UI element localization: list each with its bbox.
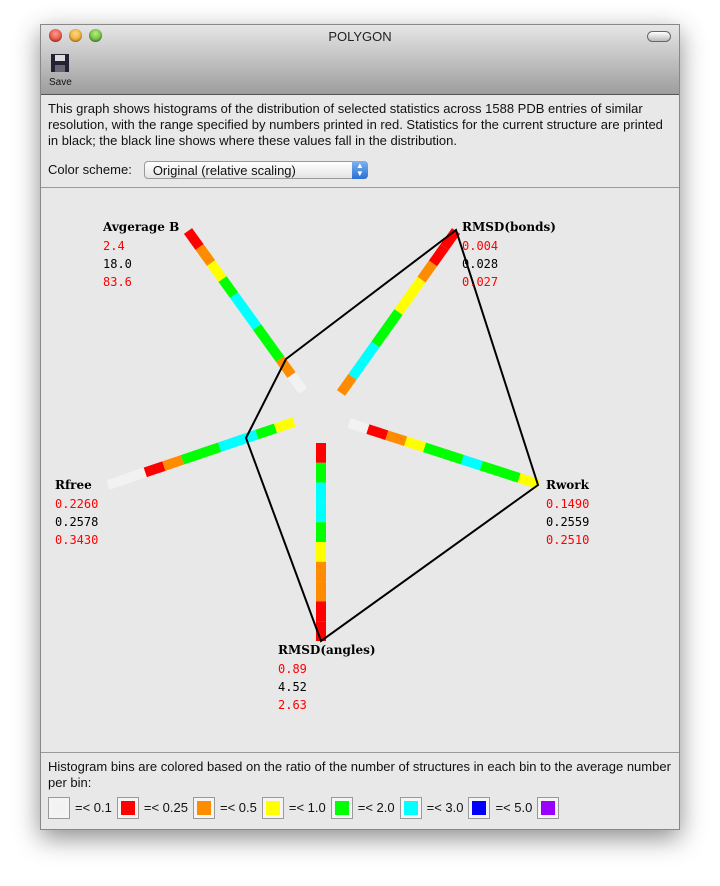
histogram-bin — [371, 325, 392, 348]
histogram-bin — [347, 418, 370, 434]
save-button[interactable]: Save — [49, 52, 72, 88]
axis-min-value: 2.4 — [103, 239, 125, 253]
legend-panel: Histogram bins are colored based on the … — [41, 752, 679, 829]
axis-current-value: 0.028 — [462, 257, 499, 271]
color-scheme-label: Color scheme: — [48, 162, 132, 177]
histogram-bin — [106, 473, 129, 490]
legend-swatch — [192, 797, 215, 819]
axis-min-value: 0.004 — [462, 239, 499, 253]
polygon-chart — [106, 228, 540, 643]
current-structure-polygon — [244, 228, 540, 643]
histogram-bin — [275, 356, 296, 378]
axis-label: Avgerage B — [103, 220, 180, 234]
histogram-bin — [252, 324, 273, 346]
axis-min-value: 0.2260 — [55, 497, 99, 511]
save-label: Save — [49, 77, 72, 88]
histogram-bin — [264, 340, 285, 362]
histogram-bin — [273, 417, 296, 434]
axis-max-value: 0.2510 — [546, 533, 590, 547]
histogram-bin — [517, 473, 540, 489]
axis-current-value: 0.2578 — [55, 515, 99, 529]
histogram-bin — [241, 308, 262, 330]
legend-swatch — [399, 797, 422, 819]
close-button[interactable] — [49, 29, 62, 42]
histogram-bin — [405, 276, 426, 299]
histogram-bin — [460, 454, 483, 471]
legend-swatch — [537, 797, 560, 819]
histogram-bin — [217, 436, 240, 452]
histogram-bin — [229, 292, 250, 314]
histogram-bin — [162, 455, 185, 471]
zoom-button[interactable] — [89, 29, 102, 42]
toolbar-toggle-button[interactable] — [647, 31, 671, 42]
histogram-bin — [143, 461, 166, 478]
histogram-bin — [236, 429, 259, 446]
axis-max-value: 2.63 — [278, 698, 307, 712]
axis-label: Rfree — [55, 478, 92, 492]
legend-swatch — [116, 797, 139, 819]
histogram-bin — [124, 467, 147, 484]
legend-label: =< 0.25 — [143, 800, 188, 815]
legend-label: =< 0.5 — [219, 800, 257, 815]
histogram-bin — [441, 448, 464, 465]
legend-swatch — [330, 797, 353, 819]
histogram-bin — [336, 373, 357, 396]
histogram-bin — [206, 260, 227, 282]
description-panel: This graph shows histograms of the distr… — [41, 95, 679, 188]
legend-label: =< 2.0 — [357, 800, 395, 815]
histogram-bin — [195, 244, 216, 266]
histogram-bin — [394, 292, 415, 315]
legend-label: =< 0.1 — [75, 800, 112, 815]
histogram-bin — [366, 424, 389, 440]
window-title: POLYGON — [328, 29, 392, 44]
axis-min-value: 0.89 — [278, 662, 307, 676]
histogram-bin — [199, 442, 222, 459]
histogram-bin — [359, 341, 380, 364]
histogram-bin — [180, 448, 203, 465]
histogram-bin — [255, 423, 278, 440]
description-text: This graph shows histograms of the distr… — [48, 101, 663, 148]
polygon-window: POLYGON Save This graph shows histograms… — [40, 24, 680, 830]
color-scheme-select[interactable]: Original (relative scaling) ▲ ▼ — [143, 161, 368, 179]
minimize-button[interactable] — [69, 29, 82, 42]
axis-label: RMSD(angles) — [278, 643, 376, 657]
title-bar: POLYGON Save — [41, 25, 679, 95]
axis-current-value: 18.0 — [103, 257, 132, 271]
axis-current-value: 0.2559 — [546, 515, 590, 529]
histogram-bin — [498, 467, 521, 483]
axis-min-value: 0.1490 — [546, 497, 590, 511]
axis-current-value: 4.52 — [278, 680, 307, 694]
color-scheme-value: Original (relative scaling) — [152, 163, 296, 178]
legend-swatch — [261, 797, 284, 819]
histogram-bin — [287, 372, 308, 394]
histogram-bin — [440, 228, 461, 251]
histogram-bin — [385, 430, 408, 447]
legend-label: =< 1.0 — [288, 800, 326, 815]
legend-label: =< 5.0 — [495, 800, 533, 815]
axis-label: RMSD(bonds) — [462, 220, 556, 234]
histogram-bin — [479, 460, 502, 477]
histogram-bin — [423, 442, 446, 459]
histogram-bin — [417, 260, 438, 283]
histogram-bin — [382, 309, 403, 332]
axis-label: Rwork — [546, 478, 589, 492]
legend-swatch — [48, 797, 70, 819]
histogram-bin — [348, 357, 369, 380]
axis-max-value: 0.027 — [462, 275, 499, 289]
floppy-disk-icon — [51, 54, 70, 72]
axis-max-value: 0.3430 — [55, 533, 99, 547]
legend-swatch — [468, 797, 491, 819]
histogram-bin — [428, 244, 449, 267]
histogram-bin — [404, 436, 427, 453]
legend-label: =< 3.0 — [426, 800, 464, 815]
histogram-bin — [218, 276, 239, 298]
legend-text: Histogram bins are colored based on the … — [48, 759, 671, 790]
stepper-arrows-icon: ▲ ▼ — [351, 161, 368, 179]
histogram-bin — [183, 228, 204, 250]
axis-max-value: 83.6 — [103, 275, 132, 289]
